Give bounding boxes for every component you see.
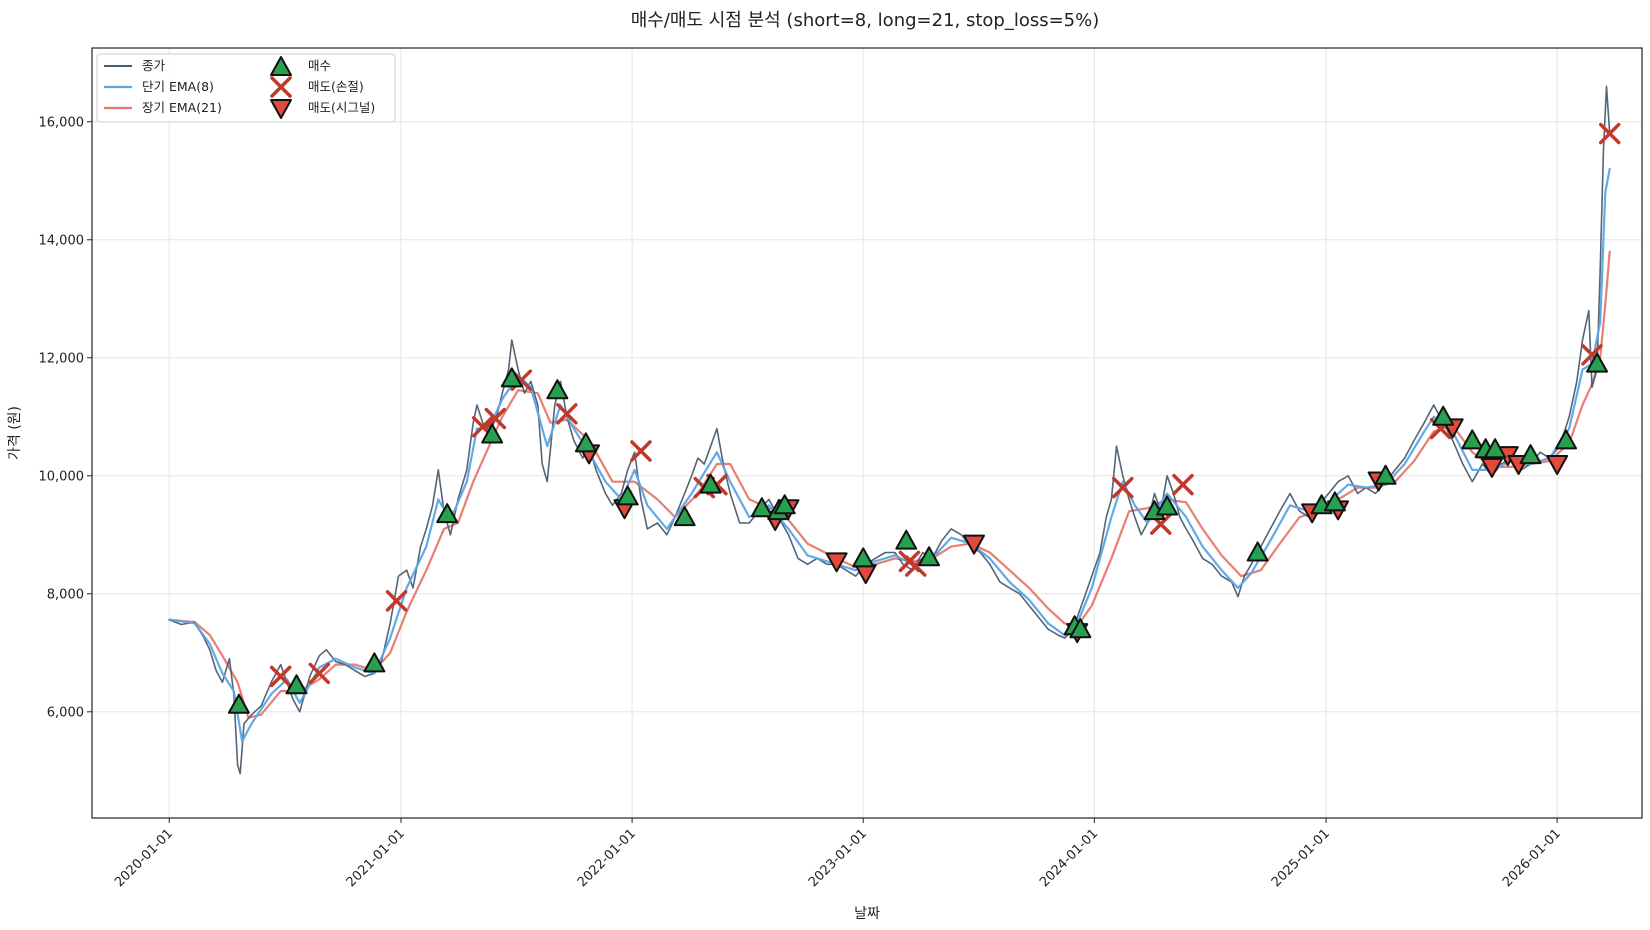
y-tick-label: 16,000 bbox=[39, 115, 85, 130]
plot-frame bbox=[91, 47, 1643, 819]
buy-marker bbox=[1586, 352, 1609, 373]
sell-signal-marker bbox=[1480, 457, 1503, 478]
buy-marker bbox=[227, 693, 250, 714]
sell-signal-marker bbox=[1546, 454, 1569, 475]
sell-stop-marker bbox=[484, 407, 507, 430]
buy-marker bbox=[1484, 438, 1507, 459]
sell-stop-marker bbox=[556, 403, 578, 425]
y-tick-label: 10,000 bbox=[39, 469, 85, 484]
legend-label-sell-stop: 매도(손절) bbox=[308, 79, 364, 94]
sell-signal-marker bbox=[825, 552, 848, 573]
buy-marker bbox=[285, 674, 308, 695]
legend-signal-marker bbox=[270, 99, 292, 119]
legend-swatch-buy bbox=[270, 56, 292, 76]
sell-stop-marker bbox=[1172, 473, 1194, 496]
buy-marker bbox=[1246, 541, 1269, 562]
legend-box bbox=[96, 53, 396, 123]
legend-label-ema-short: 단기 EMA(8) bbox=[142, 79, 214, 94]
trade-markers bbox=[227, 122, 1621, 714]
y-tick-label: 14,000 bbox=[39, 233, 85, 248]
buy-marker bbox=[1374, 464, 1397, 485]
buy-marker bbox=[773, 494, 796, 515]
y-axis: 6,000 8,000 10,000 12,000 14,000 16,000 bbox=[39, 115, 92, 720]
legend: 종가 단기 EMA(8) 장기 EMA(21) 매수 매도(손절) 매도(시그널… bbox=[96, 53, 396, 123]
legend-label-buy: 매수 bbox=[308, 58, 331, 73]
sell-stop-marker bbox=[630, 440, 652, 462]
sell-stop-marker bbox=[269, 665, 292, 688]
y-tick-label: 8,000 bbox=[47, 587, 84, 602]
buy-marker bbox=[500, 367, 523, 388]
legend-swatch-sell-signal bbox=[270, 99, 292, 119]
buy-marker bbox=[918, 546, 941, 567]
buy-marker bbox=[673, 506, 696, 527]
series-line-ema-short bbox=[168, 167, 1611, 743]
buy-marker bbox=[895, 529, 918, 550]
sell-stop-marker bbox=[1112, 476, 1134, 499]
legend-swatch-sell-stop bbox=[270, 76, 292, 98]
legend-buy-marker bbox=[270, 56, 292, 76]
buy-marker bbox=[699, 473, 722, 494]
legend-label-sell-signal: 매도(시그널) bbox=[308, 100, 375, 115]
buy-marker bbox=[616, 485, 639, 506]
buy-marker bbox=[574, 432, 597, 453]
legend-label-close: 종가 bbox=[142, 58, 166, 73]
sell-signal-marker bbox=[963, 534, 986, 555]
plot-area bbox=[168, 85, 1621, 775]
y-tick-label: 6,000 bbox=[47, 705, 84, 720]
buy-marker bbox=[436, 503, 459, 524]
legend-label-ema-long: 장기 EMA(21) bbox=[142, 100, 222, 115]
buy-marker bbox=[1323, 491, 1346, 512]
series-line-close bbox=[168, 85, 1611, 775]
buy-marker bbox=[1156, 495, 1179, 516]
buy-marker bbox=[750, 497, 773, 518]
buy-marker bbox=[852, 547, 875, 568]
buy-marker bbox=[1555, 429, 1578, 450]
buy-marker bbox=[363, 652, 386, 673]
sell-stop-marker bbox=[1598, 122, 1621, 145]
buy-marker bbox=[481, 423, 504, 444]
buy-marker bbox=[1069, 618, 1092, 639]
y-tick-label: 12,000 bbox=[39, 351, 85, 366]
chart-title: 매수/매도 시점 분석 (short=8, long=21, stop_loss… bbox=[631, 10, 1100, 31]
buy-marker bbox=[1432, 405, 1455, 426]
buy-marker bbox=[1519, 444, 1542, 465]
grid bbox=[92, 48, 1642, 818]
series-line-ema-long bbox=[168, 250, 1611, 719]
series-lines bbox=[168, 85, 1611, 775]
legend-stop-marker bbox=[270, 76, 292, 98]
y-axis-label: 가격 (원) bbox=[7, 406, 23, 460]
sell-stop-marker bbox=[385, 590, 408, 612]
buy-marker bbox=[546, 379, 569, 400]
x-axis-label: 날짜 bbox=[854, 906, 880, 922]
sell-stop-marker bbox=[308, 662, 331, 685]
buy-marker bbox=[1461, 429, 1484, 450]
